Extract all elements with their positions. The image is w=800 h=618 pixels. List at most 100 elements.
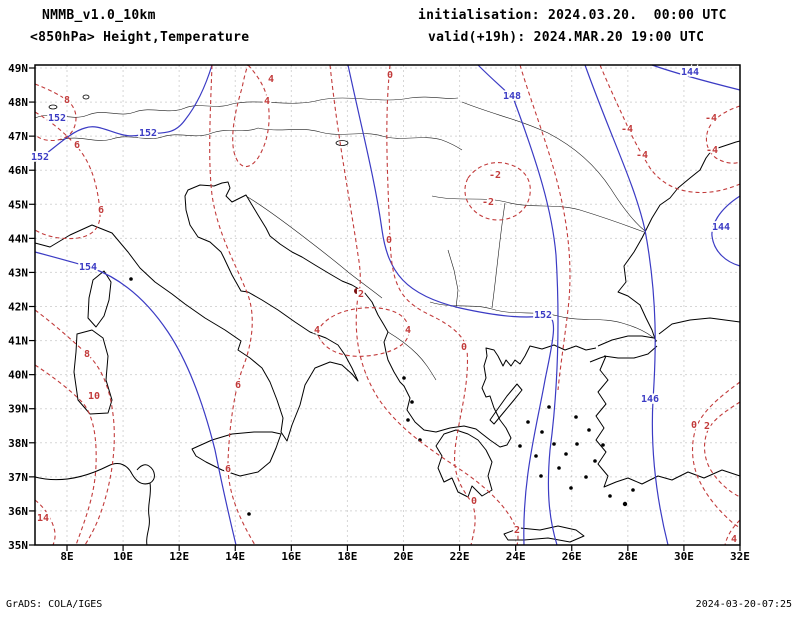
temp-contour-0 bbox=[386, 64, 476, 546]
temperature-contour-label: 0 bbox=[471, 496, 477, 507]
lon-tick-label: 24E bbox=[506, 550, 526, 563]
height-contour-label: 152 bbox=[48, 113, 66, 124]
temperature-contour-label: 2 bbox=[704, 421, 710, 432]
grads-credit: GrADS: COLA/IGES bbox=[6, 599, 103, 610]
alpine-lakes bbox=[48, 94, 349, 146]
coastline-marmara-south bbox=[603, 345, 658, 359]
station-marker bbox=[354, 288, 360, 294]
country-border-layer bbox=[34, 96, 658, 381]
temperature-contour-label: 14 bbox=[37, 513, 49, 524]
temperature-contour-label: 6 bbox=[225, 464, 231, 475]
temperature-contour-layer bbox=[34, 64, 741, 546]
temperature-contour-label: 0 bbox=[691, 420, 697, 431]
lon-tick-label: 8E bbox=[60, 550, 73, 563]
temp-contour-2 bbox=[329, 64, 519, 546]
temp-contour-minus2-loop bbox=[464, 161, 531, 221]
temperature-contour-label: -2 bbox=[489, 170, 501, 181]
coastline-turkey-west-south bbox=[595, 355, 741, 488]
temperature-contour-label: -4 bbox=[705, 113, 717, 124]
temp-contour-14 bbox=[34, 499, 56, 546]
coastline-sardinia bbox=[73, 329, 113, 415]
coastline-black-sea-west bbox=[617, 140, 741, 343]
field-title: <850hPa> Height,Temperature bbox=[30, 30, 250, 45]
temp-contour-6 bbox=[209, 64, 256, 546]
height-contour-label: 152 bbox=[534, 310, 552, 321]
temperature-contour-label: 2 bbox=[514, 525, 520, 536]
height-contour-144-top bbox=[651, 64, 741, 91]
creation-timestamp: 2024-03-20-07:25 bbox=[695, 599, 792, 610]
model-title: NMMB_v1.0_10km bbox=[42, 8, 156, 23]
temp-contour-0-east bbox=[691, 381, 741, 529]
temperature-contour-label: 4 bbox=[314, 325, 320, 336]
height-contour-label: 152 bbox=[139, 128, 157, 139]
temperature-contour-label: 8 bbox=[84, 349, 90, 360]
lon-tick-label: 10E bbox=[113, 550, 133, 563]
lon-tick-label: 18E bbox=[337, 550, 357, 563]
height-contour-label: 144 bbox=[712, 222, 730, 233]
height-contour-label: 148 bbox=[503, 91, 521, 102]
temp-contour-6-northwest bbox=[34, 111, 101, 240]
temperature-contour-label: 8 bbox=[64, 95, 70, 106]
temperature-contour-label: -4 bbox=[621, 124, 633, 135]
map-frame bbox=[34, 64, 741, 546]
temperature-contour-label: 0 bbox=[387, 70, 393, 81]
temperature-contour-label: 4 bbox=[264, 96, 270, 107]
lat-tick-label: 38N bbox=[8, 437, 28, 450]
lat-tick-label: 39N bbox=[8, 403, 28, 416]
temp-contour-8-northwest bbox=[34, 83, 77, 142]
height-contour-146 bbox=[584, 64, 669, 546]
coastline-dardanelles bbox=[589, 355, 607, 363]
init-time-label: initialisation: 2024.03.20. 00:00 UTC bbox=[418, 8, 727, 23]
axis-layer: 49N 48N 47N 46N 45N 44N 43N 42N 41N 40N 39N 38N 37N 3… bbox=[8, 62, 750, 563]
coastline-tunisia bbox=[34, 463, 155, 546]
lat-tick-label: 40N bbox=[8, 369, 28, 382]
lat-tick-label: 41N bbox=[8, 335, 28, 348]
temp-contour-10 bbox=[34, 364, 97, 546]
height-contour-label: 154 bbox=[79, 262, 97, 273]
coastline-marmara-north bbox=[597, 335, 655, 347]
lat-tick-label: 46N bbox=[8, 164, 28, 177]
temp-contour-minus4-b bbox=[705, 105, 741, 164]
coastline-euboea bbox=[489, 383, 523, 425]
valid-time-label: valid(+19h): 2024.MAR.20 19:00 UTC bbox=[428, 30, 705, 45]
coastline-corsica bbox=[87, 270, 112, 328]
coastline-italy-adriatic-greece bbox=[34, 181, 597, 448]
temperature-contour-label: 2 bbox=[358, 289, 364, 300]
temperature-contour-label: 6 bbox=[74, 140, 80, 151]
temperature-contour-label: 4 bbox=[731, 534, 737, 545]
lon-tick-label: 12E bbox=[169, 550, 189, 563]
temperature-contour-label: -2 bbox=[482, 197, 494, 208]
temp-contour-4-southeast bbox=[724, 519, 741, 546]
lon-tick-label: 30E bbox=[674, 550, 694, 563]
lat-tick-label: 37N bbox=[8, 471, 28, 484]
temperature-contour-label: -4 bbox=[706, 145, 718, 156]
height-contour-layer bbox=[34, 64, 741, 546]
coastline-layer bbox=[34, 94, 741, 546]
lon-tick-label: 22E bbox=[450, 550, 470, 563]
height-contour-label: 144 bbox=[681, 67, 699, 78]
temp-contour-2-east bbox=[703, 401, 741, 498]
coastline-peloponnese bbox=[435, 429, 493, 498]
temperature-contour-label: 4 bbox=[405, 325, 411, 336]
temperature-contour-label: 6 bbox=[235, 380, 241, 391]
lon-tick-label: 32E bbox=[730, 550, 750, 563]
temperature-contour-label: 4 bbox=[268, 74, 274, 85]
aegean-islands bbox=[129, 277, 635, 516]
temperature-contour-label: 0 bbox=[461, 342, 467, 353]
lat-tick-label: 44N bbox=[8, 232, 28, 245]
temp-contour-minus4-a bbox=[599, 64, 741, 194]
height-contour-label: 152 bbox=[31, 152, 49, 163]
height-contour-154 bbox=[34, 251, 237, 546]
height-contour-label: 146 bbox=[641, 394, 659, 405]
lat-tick-label: 35N bbox=[8, 539, 28, 552]
lon-tick-label: 14E bbox=[225, 550, 245, 563]
temp-contour-4-north bbox=[232, 64, 270, 168]
height-contour-152-nw bbox=[34, 64, 213, 163]
height-contour-144-east bbox=[711, 195, 741, 267]
temp-contour-4-south-loop bbox=[316, 307, 410, 357]
lon-tick-label: 26E bbox=[562, 550, 582, 563]
lat-tick-label: 49N bbox=[8, 62, 28, 75]
height-contour-148 bbox=[477, 64, 559, 546]
lat-tick-label: 47N bbox=[8, 130, 28, 143]
